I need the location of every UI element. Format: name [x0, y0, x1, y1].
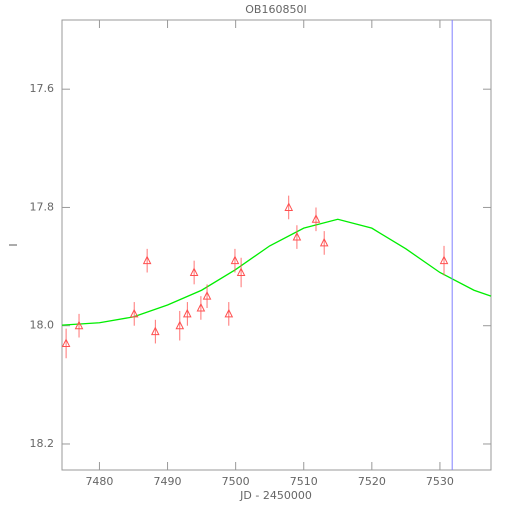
- y-axis-label: I: [7, 243, 20, 246]
- data-point: [319, 237, 329, 247]
- data-point: [61, 338, 71, 347]
- chart-title: OB160850I: [245, 3, 306, 16]
- data-point: [292, 231, 302, 241]
- data-point: [74, 320, 84, 330]
- data-point: [284, 202, 294, 211]
- x-tick-label: 7520: [358, 475, 386, 488]
- x-tick-label: 7490: [154, 475, 182, 488]
- x-tick-label: 7510: [290, 475, 318, 488]
- model-curve: [61, 218, 492, 326]
- data-point: [202, 291, 212, 300]
- data-point: [236, 267, 246, 276]
- y-tick-label: 17.8: [30, 200, 55, 213]
- data-point: [150, 326, 160, 336]
- data-point: [182, 308, 192, 318]
- y-tick-label: 18.2: [30, 437, 55, 450]
- x-tick-label: 7480: [85, 475, 113, 488]
- data-point: [311, 214, 321, 223]
- data-point: [142, 255, 152, 265]
- data-point: [175, 320, 185, 330]
- data-point: [230, 255, 240, 265]
- y-tick-label: 18.0: [30, 319, 55, 332]
- plot-frame: [61, 19, 492, 471]
- data-point: [129, 308, 139, 318]
- y-tick-label: 17.6: [30, 82, 55, 95]
- data-point: [189, 267, 199, 276]
- x-tick-label: 7500: [222, 475, 250, 488]
- x-axis-label: JD - 2450000: [239, 489, 312, 502]
- data-point: [224, 308, 234, 318]
- data-point: [196, 302, 206, 312]
- x-tick-label: 7530: [426, 475, 454, 488]
- data-point: [439, 255, 449, 265]
